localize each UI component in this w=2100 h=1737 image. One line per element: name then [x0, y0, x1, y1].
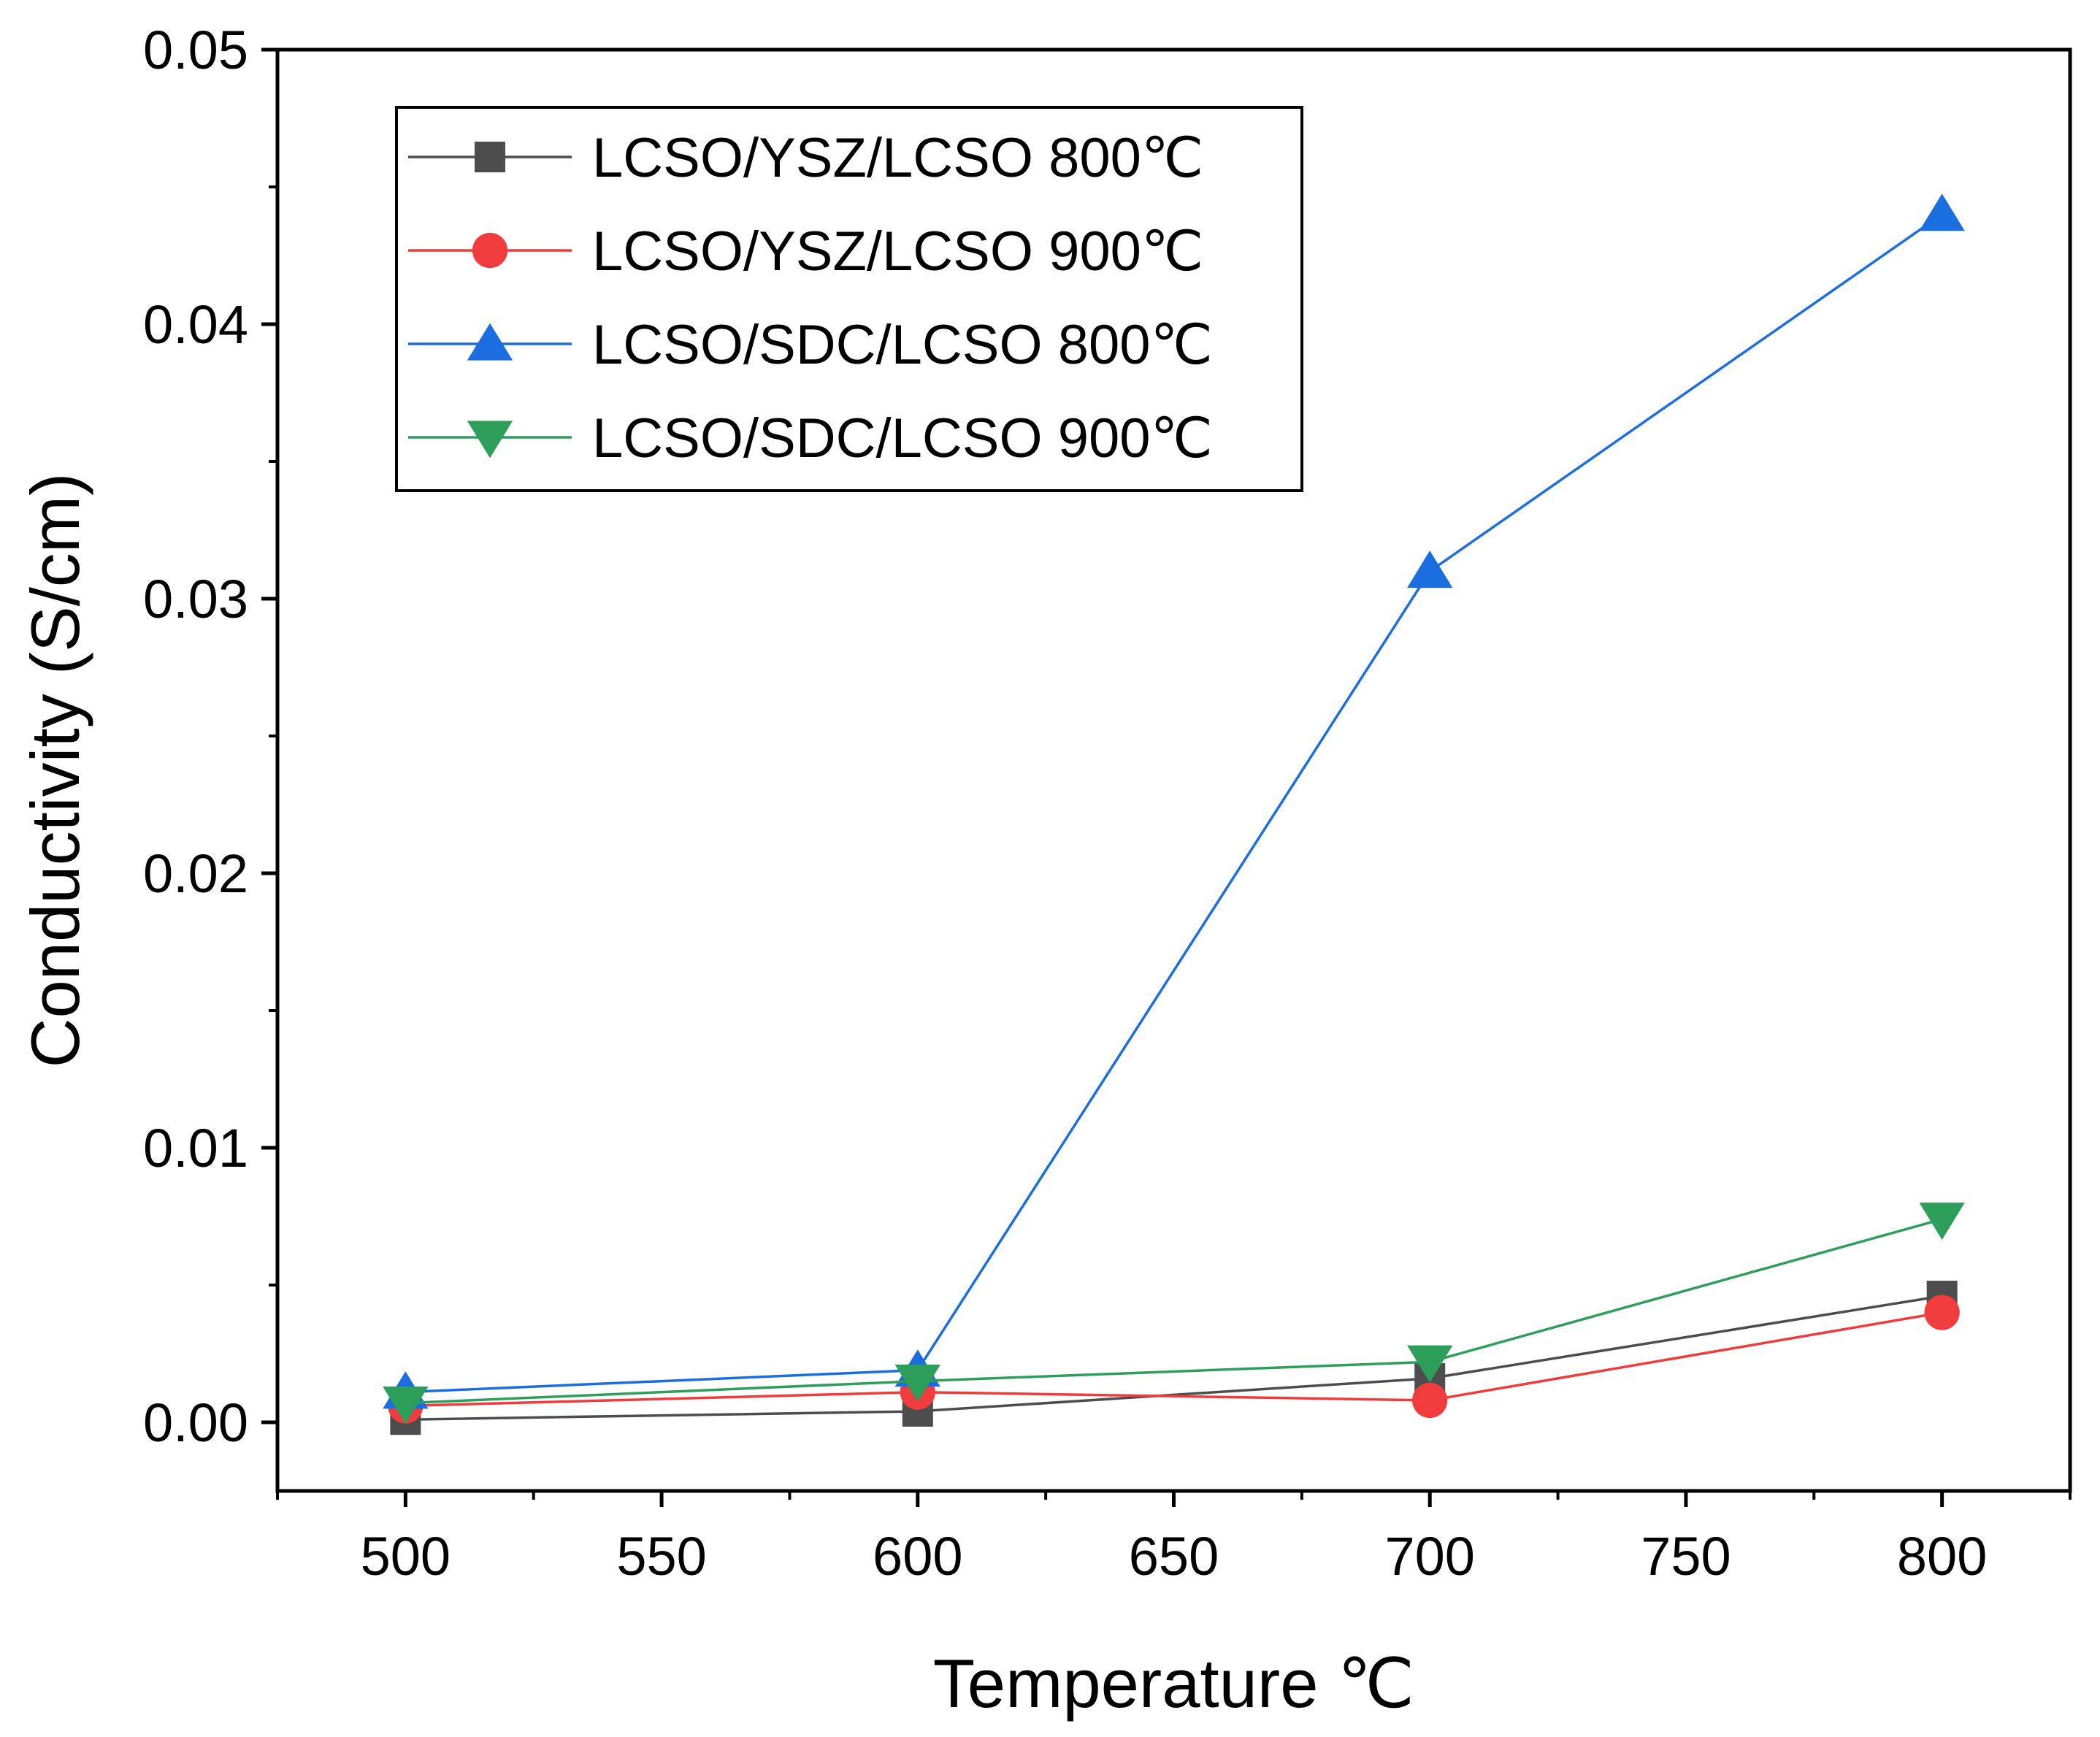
- y-tick-label: 0.00: [143, 1392, 248, 1453]
- x-tick-label: 700: [1384, 1526, 1474, 1587]
- data-point: [1407, 551, 1453, 588]
- legend-marker: [475, 142, 505, 172]
- data-point: [1924, 1295, 1960, 1330]
- x-tick-label: 650: [1129, 1526, 1219, 1587]
- data-point: [894, 1364, 940, 1402]
- x-tick-label: 800: [1897, 1526, 1987, 1587]
- series-line: [405, 213, 1943, 1394]
- y-tick-label: 0.03: [143, 569, 248, 629]
- y-tick-label: 0.04: [143, 294, 248, 355]
- x-axis-title: Temperature ℃: [933, 1645, 1414, 1722]
- legend-label: LCSO/SDC/LCSO 900℃: [592, 407, 1213, 469]
- series-2: [388, 1295, 1960, 1424]
- data-point: [1919, 193, 1965, 231]
- x-tick-label: 600: [873, 1526, 962, 1587]
- data-point: [383, 1387, 429, 1425]
- x-tick-label: 550: [616, 1526, 706, 1587]
- legend-label: LCSO/YSZ/LCSO 900℃: [592, 221, 1203, 283]
- y-tick-label: 0.05: [143, 20, 248, 80]
- series-4: [383, 1203, 1965, 1425]
- data-point: [1412, 1382, 1448, 1419]
- series-line: [405, 1218, 1943, 1405]
- x-tick-label: 500: [361, 1526, 451, 1587]
- legend-entry: LCSO/YSZ/LCSO 900℃: [408, 221, 1203, 283]
- legend-entry: LCSO/YSZ/LCSO 800℃: [408, 127, 1203, 189]
- legend-label: LCSO/SDC/LCSO 800℃: [592, 314, 1213, 376]
- legend-label: LCSO/YSZ/LCSO 800℃: [592, 127, 1203, 189]
- y-tick-label: 0.02: [143, 843, 248, 904]
- legend-entry: LCSO/SDC/LCSO 900℃: [408, 407, 1213, 469]
- series-1: [390, 1281, 1958, 1435]
- data-point: [1407, 1345, 1453, 1383]
- legend-marker: [467, 421, 513, 459]
- y-tick-label: 0.01: [143, 1118, 248, 1178]
- series-line: [405, 1295, 1942, 1421]
- data-point: [1919, 1203, 1965, 1241]
- legend-box: [395, 106, 1303, 492]
- y-axis-title: Conductivity (S/cm): [17, 473, 93, 1068]
- legend-marker: [467, 323, 513, 361]
- legend-marker: [472, 232, 508, 269]
- series-line: [405, 1311, 1942, 1408]
- x-tick-label: 750: [1641, 1526, 1731, 1587]
- legend-entry: LCSO/SDC/LCSO 800℃: [408, 314, 1213, 376]
